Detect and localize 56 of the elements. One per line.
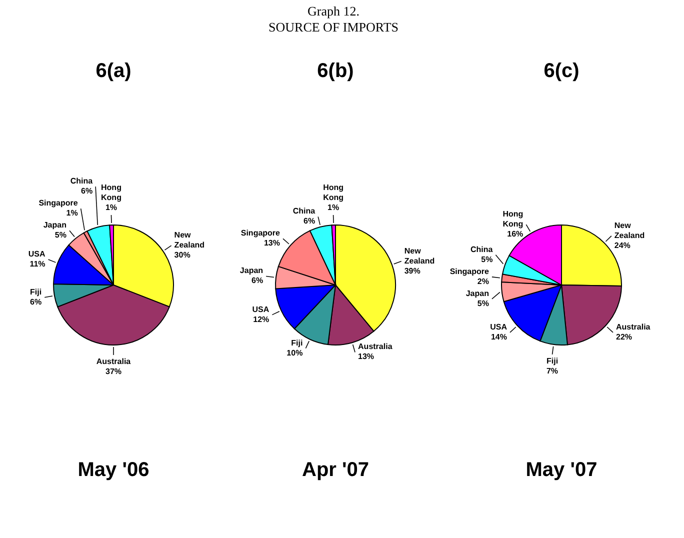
data-label: 1% xyxy=(328,203,340,212)
slice-label: Japan xyxy=(43,220,67,230)
data-label: 22% xyxy=(616,332,632,342)
data-label: 1% xyxy=(66,208,78,218)
data-label: 37% xyxy=(105,367,122,376)
chart-title: 6(c) xyxy=(544,60,580,82)
data-label: 2% xyxy=(477,276,489,286)
data-label: 5% xyxy=(477,298,489,308)
data-label: 39% xyxy=(404,266,420,276)
data-label: 6% xyxy=(81,186,93,196)
data-label: 5% xyxy=(54,230,66,240)
slice-label: Hong Kong xyxy=(502,210,524,229)
slice-label: China xyxy=(70,176,94,186)
chart-title: 6(b) xyxy=(317,60,354,82)
data-label: 11% xyxy=(30,260,46,269)
data-label: 16% xyxy=(507,230,524,239)
data-label: 24% xyxy=(614,240,630,250)
slice-label: Singapore xyxy=(38,198,78,208)
data-label: 13% xyxy=(264,238,280,248)
slice-label: Australia xyxy=(616,322,651,332)
data-label: 5% xyxy=(481,254,493,264)
text: May '06 xyxy=(78,459,150,481)
slice-label: Fiji xyxy=(30,287,42,296)
text: Apr '07 xyxy=(302,459,370,481)
data-label: 6% xyxy=(30,297,42,306)
slice-label: Australia xyxy=(96,357,132,366)
chart-title: 6(a) xyxy=(96,60,132,82)
slice-label: New Zealand xyxy=(614,220,645,240)
data-label: 7% xyxy=(546,366,558,376)
text: SOURCE OF IMPORTS xyxy=(268,20,398,34)
slice-label: Hong Kong xyxy=(101,183,122,202)
slice-label: Fiji xyxy=(291,338,303,348)
data-label: 10% xyxy=(286,348,303,358)
data-label: 6% xyxy=(304,216,316,226)
data-label: 13% xyxy=(358,352,374,362)
slice-label: Fiji xyxy=(546,356,558,366)
slice-label: China xyxy=(470,244,494,254)
slice-label: Singapore xyxy=(450,266,490,276)
slice-label: USA xyxy=(252,304,270,314)
slice-label: New Zealand xyxy=(174,230,205,250)
slice-label: USA xyxy=(490,322,508,332)
data-label: 30% xyxy=(174,250,190,260)
slice-label: Japan xyxy=(240,266,264,276)
slice-label: Hong Kong xyxy=(323,183,344,202)
data-label: 12% xyxy=(253,314,270,324)
text: Graph 12. xyxy=(308,4,360,18)
slice-label: Japan xyxy=(466,288,490,298)
data-label: 6% xyxy=(251,276,264,286)
data-label: 14% xyxy=(490,332,507,342)
slice-label: Singapore xyxy=(240,228,281,238)
slice-label: New Zealand xyxy=(404,246,435,266)
text: May '07 xyxy=(526,459,598,481)
data-label: 1% xyxy=(105,203,118,212)
slice-label: Australia xyxy=(358,342,393,352)
slice-label: USA xyxy=(28,250,46,259)
slice-label: China xyxy=(292,206,316,216)
